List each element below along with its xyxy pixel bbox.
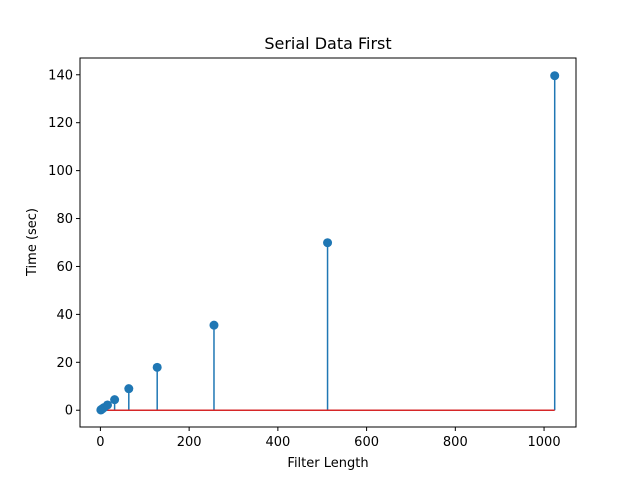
- y-tick-label: 120: [48, 116, 73, 131]
- data-point: [110, 395, 120, 405]
- data-point: [323, 238, 333, 248]
- data-point: [124, 384, 134, 394]
- x-tick-label: 800: [443, 435, 468, 450]
- y-tick-label: 40: [56, 308, 73, 323]
- plot-content: [96, 71, 560, 415]
- data-point: [550, 71, 560, 81]
- data-point: [209, 320, 219, 330]
- y-tick-label: 20: [56, 356, 73, 371]
- y-axis-label: Time (sec): [25, 208, 40, 277]
- data-point: [103, 400, 113, 410]
- y-tick-label: 60: [56, 260, 73, 275]
- chart-title: Serial Data First: [264, 34, 391, 53]
- y-axis-ticks: 0 20 40 60 80 100 120 140: [48, 68, 80, 419]
- axes-frame: [79, 57, 577, 428]
- x-tick-label: 600: [354, 435, 379, 450]
- x-tick-label: 1000: [528, 435, 561, 450]
- x-axis-label: Filter Length: [287, 456, 368, 471]
- y-tick-label: 140: [48, 68, 73, 83]
- y-tick-label: 100: [48, 164, 73, 179]
- x-tick-label: 200: [177, 435, 202, 450]
- x-tick-label: 0: [96, 435, 104, 450]
- x-axis-ticks: 0 200 400 600 800 1000: [96, 427, 561, 450]
- data-point: [152, 362, 162, 372]
- x-tick-label: 400: [265, 435, 290, 450]
- y-tick-label: 0: [65, 404, 73, 419]
- y-tick-label: 80: [56, 212, 73, 227]
